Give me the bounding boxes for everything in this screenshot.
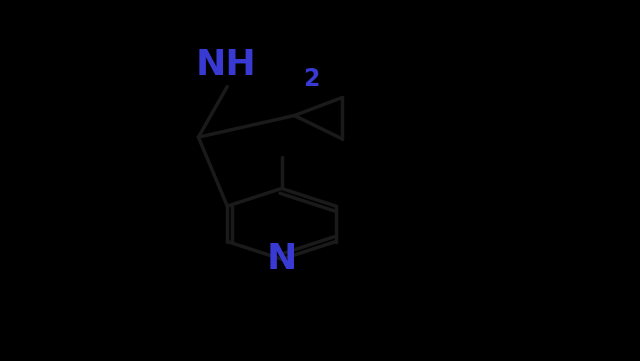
Text: N: N <box>266 242 297 276</box>
Text: NH: NH <box>195 48 256 82</box>
Text: 2: 2 <box>303 68 320 91</box>
